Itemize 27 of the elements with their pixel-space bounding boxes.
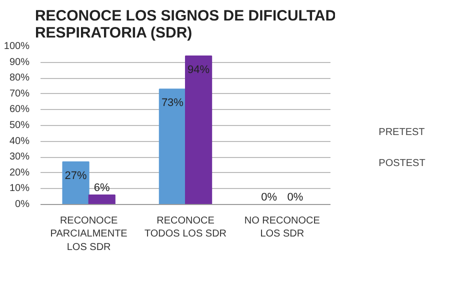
y-tick-label: 60% [9,104,30,116]
y-tick-label: 50% [9,120,30,131]
bar [158,88,186,204]
bar [185,55,212,204]
y-tick-label: 100% [4,41,30,52]
y-tick-label: 40% [9,136,30,147]
y-tick-label: 80% [9,72,30,84]
data-label: 27% [64,170,88,182]
data-label: 6% [94,182,110,194]
text: PRETEST [378,126,425,138]
text: POSTEST [378,158,426,168]
y-tick-label: 70% [9,88,30,100]
y-tick-label: 20% [9,167,30,178]
data-label: 0% [287,192,304,204]
y-tick-label: 0% [15,199,30,210]
bar [88,194,116,204]
bar [62,161,90,204]
y-tick-label: 10% [9,183,30,194]
y-tick-label: 90% [9,56,30,68]
x-tick-label: RECONOCE TODOS LOS SDR [144,216,227,240]
x-tick-label: NO RECONOCE LOS SDR [244,216,320,240]
data-label: 73% [161,97,184,110]
chart-title: RECONOCE LOS SIGNOS DE DIFICULTAD RESPIRATORIA (SDR) [34,8,336,42]
data-label: 0% [261,192,278,204]
y-tick-label: 30% [9,152,30,163]
x-tick-label: RECONOCE PARCIALMENTE LOS SDR [50,216,128,253]
data-label: 94% [188,64,210,76]
